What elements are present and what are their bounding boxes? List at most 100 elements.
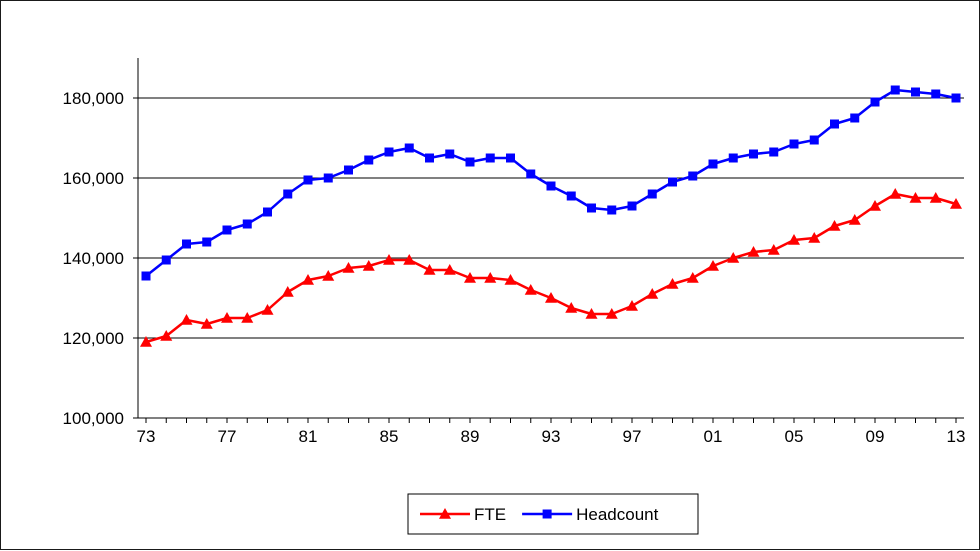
- fte-point: [423, 264, 436, 275]
- headcount-point: [182, 239, 191, 249]
- fte-point: [322, 270, 335, 281]
- fte-point: [646, 288, 659, 299]
- fte-point: [767, 244, 780, 255]
- headcount-point: [830, 119, 839, 129]
- headcount-point: [425, 153, 434, 163]
- fte-point: [241, 312, 254, 323]
- fte-point: [524, 284, 537, 295]
- headcount-point: [749, 149, 758, 159]
- fte-point: [889, 188, 902, 199]
- headcount-point: [728, 153, 738, 163]
- headcount-point: [668, 177, 677, 187]
- fte-point: [464, 272, 476, 283]
- fte-point: [909, 192, 922, 203]
- x-tick-label: 81: [299, 427, 318, 446]
- x-tick-label: 01: [704, 427, 723, 446]
- fte-point: [686, 272, 699, 283]
- series-group: [140, 85, 962, 347]
- legend-headcount-label: Headcount: [576, 505, 659, 524]
- headcount-point: [526, 169, 536, 179]
- headcount-point: [445, 149, 455, 159]
- y-tick-label: 140,000: [63, 249, 124, 268]
- headcount-point: [344, 165, 353, 175]
- headcount-point: [283, 189, 293, 199]
- fte-point: [443, 264, 456, 275]
- headcount-point: [141, 271, 151, 281]
- headcount-point: [708, 159, 718, 169]
- fte-point: [828, 220, 841, 231]
- fte-point: [869, 200, 881, 211]
- fte-point: [605, 308, 618, 319]
- fte-point: [403, 254, 416, 265]
- headcount-point: [384, 147, 394, 157]
- fte-point: [666, 278, 679, 289]
- x-tick-label: 13: [947, 427, 966, 446]
- fte-point: [808, 232, 821, 243]
- headcount-point: [647, 189, 657, 199]
- headcount-point: [364, 155, 374, 165]
- headcount-point: [587, 203, 596, 213]
- headcount-point: [404, 143, 414, 153]
- legend-fte-marker: [439, 508, 451, 519]
- y-tick-label: 120,000: [63, 329, 124, 348]
- legend-headcount-marker: [542, 509, 552, 519]
- headcount-point: [931, 89, 941, 99]
- headcount-point: [769, 147, 779, 157]
- fte-point: [585, 308, 598, 319]
- headcount-point: [627, 201, 637, 211]
- fte-point: [626, 300, 638, 311]
- fte-point: [727, 252, 740, 263]
- fte-point: [788, 234, 800, 245]
- headcount-point: [870, 97, 880, 107]
- headcount-point: [202, 237, 212, 247]
- fte-point: [848, 214, 861, 225]
- x-tick-label: 93: [542, 427, 561, 446]
- gridlines: [138, 97, 964, 339]
- headcount-point: [485, 153, 495, 163]
- headcount-point: [789, 139, 799, 149]
- y-tick-label: 100,000: [63, 409, 124, 428]
- y-tick-label: 160,000: [63, 169, 124, 188]
- headcount-point: [303, 175, 313, 185]
- fte-point: [281, 286, 294, 297]
- fte-point: [950, 198, 962, 209]
- x-tick-label: 97: [623, 427, 642, 446]
- headcount-point: [607, 205, 617, 215]
- fte-point: [140, 336, 152, 347]
- headcount-point: [890, 85, 900, 95]
- headcount-point: [688, 171, 698, 181]
- headcount-point: [850, 113, 860, 123]
- fte-point: [929, 192, 942, 203]
- y-tick-label: 180,000: [63, 89, 124, 108]
- fte-point: [221, 312, 233, 323]
- headcount-point: [546, 181, 556, 191]
- fte-point: [302, 274, 314, 285]
- fte-point: [160, 330, 173, 341]
- legend-fte-label: FTE: [474, 505, 506, 524]
- fte-point: [484, 272, 497, 283]
- headcount-point: [951, 93, 961, 103]
- fte-point: [362, 260, 375, 271]
- x-tick-label: 77: [218, 427, 237, 446]
- headcount-point: [506, 153, 515, 163]
- headcount-point: [465, 157, 475, 167]
- axes: 100,000 120,000 140,000 160,000 180,000 73 77 8…: [63, 58, 966, 446]
- headcount-point: [161, 255, 171, 265]
- headcount-point: [809, 135, 819, 145]
- x-tick-label: 85: [380, 427, 399, 446]
- x-tick-label: 05: [785, 427, 804, 446]
- fte-point: [261, 304, 274, 315]
- fte-point: [342, 262, 355, 273]
- legend: FTE Headcount: [407, 493, 699, 535]
- fte-point: [200, 318, 213, 329]
- headcount-point: [222, 225, 232, 235]
- fte-point: [504, 274, 517, 285]
- headcount-point: [323, 173, 333, 183]
- fte-point: [707, 260, 719, 271]
- headcount-point: [242, 219, 252, 229]
- fte-point: [747, 246, 760, 257]
- fte-point: [565, 302, 578, 313]
- headcount-point: [566, 191, 576, 201]
